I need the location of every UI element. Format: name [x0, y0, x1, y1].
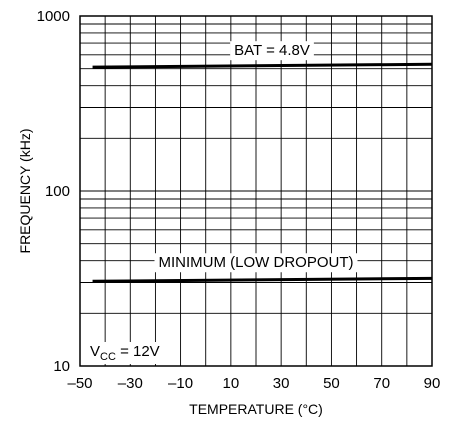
- y-axis-title: FREQUENCY (kHz): [17, 129, 33, 254]
- vcc-main: V: [90, 343, 100, 360]
- series-labels: BAT = 4.8V MINIMUM (LOW DROPOUT): [154, 41, 358, 273]
- y-tick-label: 1000: [37, 8, 70, 25]
- series-label-bg: [154, 253, 358, 273]
- grid: [80, 16, 432, 366]
- x-tick-label: –50: [67, 375, 92, 392]
- x-tick-label: 10: [223, 375, 240, 392]
- x-tick-label: 30: [273, 375, 290, 392]
- plot-frame: [79, 15, 433, 367]
- vcc-subscript: CC: [100, 351, 116, 363]
- y-tick-labels: 10 100 1000: [37, 8, 70, 375]
- series-label-0: BAT = 4.8V: [234, 42, 310, 59]
- series-line-0: [92, 62, 433, 69]
- y-tick-label: 10: [53, 358, 70, 375]
- x-tick-label: –30: [118, 375, 143, 392]
- x-tick-label: –10: [168, 375, 193, 392]
- x-tick-label: 70: [373, 375, 390, 392]
- series-label-1: MINIMUM (LOW DROPOUT): [159, 254, 354, 271]
- x-tick-label: 90: [424, 375, 441, 392]
- y-tick-label: 100: [45, 183, 70, 200]
- vcc-annotation-bg: [87, 342, 163, 364]
- vcc-rest: = 12V: [116, 343, 160, 360]
- x-tick-labels: –50 –30 –10 10 30 50 70 90: [67, 375, 440, 392]
- x-axis-title: TEMPERATURE (°C): [189, 401, 323, 417]
- vcc-annotation: VCC = 12V: [90, 343, 160, 363]
- series-line-1: [92, 276, 433, 283]
- x-tick-label: 50: [323, 375, 340, 392]
- series-label-bg: [230, 41, 314, 61]
- series-lines: [92, 62, 433, 283]
